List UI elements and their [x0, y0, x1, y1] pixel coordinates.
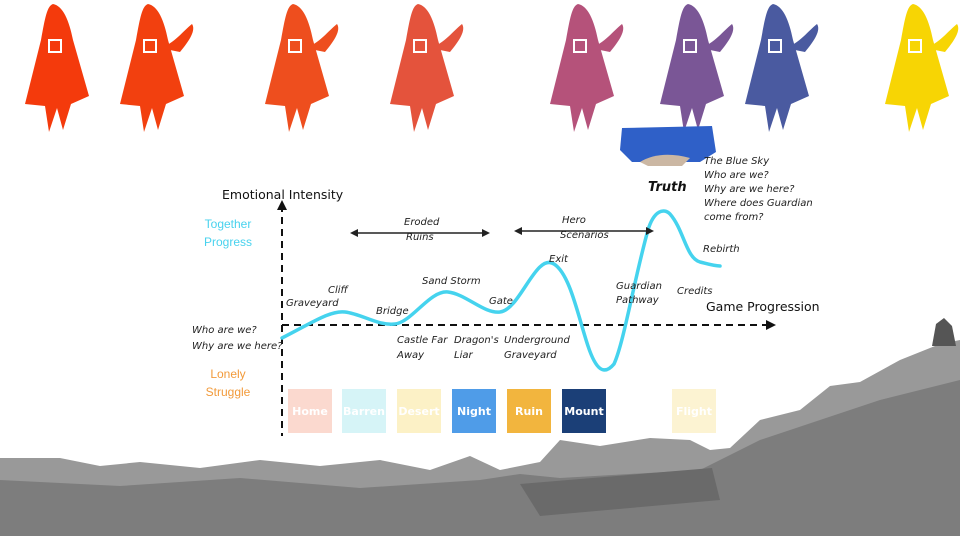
label-castle-2: Away [396, 350, 425, 361]
together-label: Together [205, 217, 252, 231]
intro-question-2: Why are we here? [192, 341, 283, 352]
stage-boxes: Home Barren Desert Night Ruin Mount Flight [288, 389, 716, 433]
emotion-curve [280, 209, 722, 372]
label-bridge: Bridge [376, 306, 409, 317]
traveler-figure [120, 4, 194, 132]
stage-box-desert: Desert [397, 389, 441, 433]
label-graveyard: Graveyard [286, 298, 339, 309]
label-underground-1: Underground [504, 335, 571, 346]
label-credits: Credits [677, 286, 713, 297]
blue-sky-line-3: Why are we here? [704, 184, 795, 195]
stage-label: Mount [564, 405, 603, 418]
blue-sky-line-1: The Blue Sky [704, 156, 770, 167]
landscape-terrain [0, 318, 960, 536]
stage-box-home: Home [288, 389, 332, 433]
label-cliff: Cliff [328, 285, 350, 296]
stage-box-blank [617, 389, 661, 433]
intro-question-1: Who are we? [192, 325, 257, 336]
label-sand-storm: Sand Storm [422, 276, 481, 287]
stage-box-ruin: Ruin [507, 389, 551, 433]
blue-sky-line-4: Where does Guardian [704, 198, 813, 209]
level-labels: Graveyard Cliff Bridge Castle Far Away S… [286, 244, 740, 361]
blue-sky-cloud [620, 126, 716, 166]
stage-box-flight: Flight [672, 389, 716, 433]
label-dragons-1: Dragon's [454, 335, 499, 346]
stage-box-barren: Barren [342, 389, 386, 433]
traveler-figure [265, 4, 339, 132]
traveler-figure [745, 4, 819, 132]
x-axis-arrowhead [766, 320, 776, 330]
ruins-label: Ruins [406, 232, 434, 243]
traveler-figure [885, 4, 959, 132]
x-axis-title: Game Progression [706, 299, 820, 314]
blue-sky-line-5: come from? [704, 212, 764, 223]
stage-label: Desert [398, 405, 439, 418]
hero-label: Hero [562, 215, 586, 226]
label-gate: Gate [489, 296, 513, 307]
stage-label: Flight [676, 405, 712, 418]
blue-sky-line-2: Who are we? [704, 170, 769, 181]
stage-label: Barren [343, 405, 385, 418]
lonely-label: Lonely [210, 367, 245, 381]
truth-label: Truth [648, 180, 687, 195]
traveler-figure [660, 4, 734, 132]
label-guardian-2: Pathway [616, 295, 660, 306]
blue-sky-text: The Blue Sky Who are we? Why are we here… [704, 156, 813, 223]
stage-box-night: Night [452, 389, 496, 433]
label-castle-1: Castle Far [397, 335, 448, 346]
label-guardian-1: Guardian [616, 281, 662, 292]
stage-label: Ruin [515, 405, 543, 418]
eroded-label: Eroded [404, 217, 440, 228]
traveler-figure [550, 4, 624, 132]
label-exit: Exit [549, 254, 569, 265]
axes: Emotional Intensity Game Progression [222, 187, 820, 436]
eroded-ruins-arrow: Eroded Ruins [350, 217, 490, 243]
y-axis-title: Emotional Intensity [222, 187, 344, 202]
hero-scenarios-arrow: Hero Scenarios [514, 215, 654, 241]
stage-label: Night [457, 405, 491, 418]
struggle-label: Struggle [206, 385, 251, 399]
label-underground-2: Graveyard [504, 350, 557, 361]
progress-label: Progress [204, 235, 252, 249]
label-dragons-2: Liar [454, 350, 473, 361]
scenarios-label: Scenarios [560, 230, 609, 241]
stage-box-mount: Mount [562, 389, 606, 433]
label-rebirth: Rebirth [703, 244, 740, 255]
stage-label: Home [292, 405, 328, 418]
traveler-figures [25, 4, 959, 132]
traveler-figure [390, 4, 464, 132]
y-axis-arrowhead [277, 200, 287, 210]
traveler-figure [25, 4, 89, 132]
